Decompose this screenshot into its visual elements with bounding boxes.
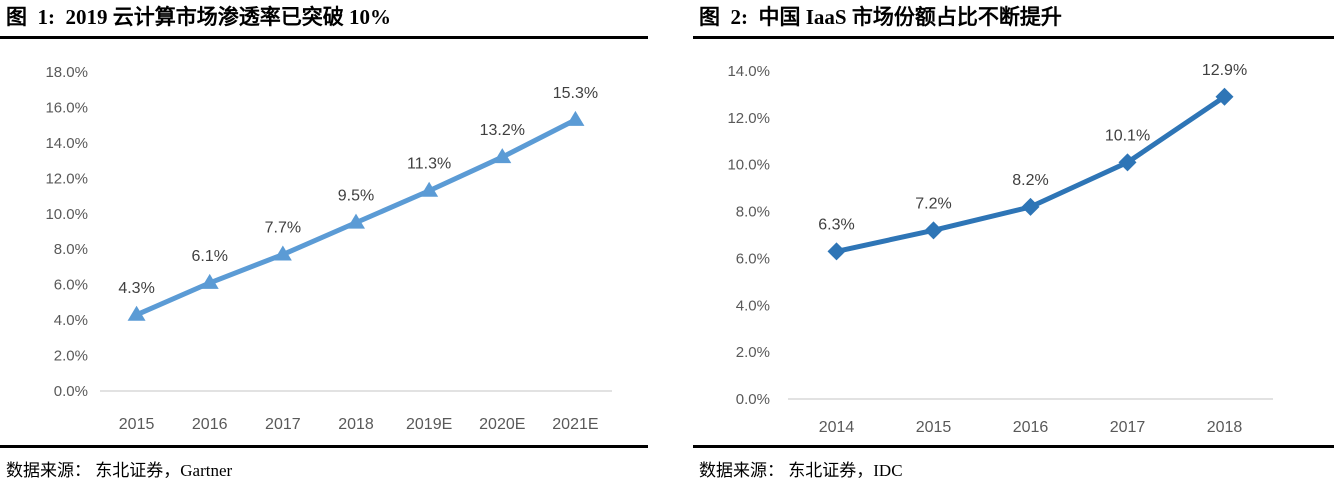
x-axis-tick-label: 2017	[1110, 419, 1146, 436]
y-axis-tick-label: 6.0%	[736, 250, 770, 267]
y-axis-tick-label: 2.0%	[736, 344, 770, 361]
figure-2-source: 数据来源： 东北证券，IDC	[693, 445, 1334, 481]
figure-1-panel: 图 1: 2019 云计算市场渗透率已突破 10% 0.0% 2.0% 4.0% 6.…	[0, 0, 648, 498]
x-axis-tick-label: 2016	[192, 416, 228, 433]
figure-2-panel: 图 2: 中国 IaaS 市场份额占比不断提升 0.0% 2.0% 4.0% 6.0%…	[693, 0, 1334, 498]
figure-2-line-chart: 0.0% 2.0% 4.0% 6.0% 8.0% 10.0% 12.0% 14.0% 2014 2…	[727, 62, 1273, 436]
y-axis-tick-label: 14.0%	[45, 135, 88, 152]
figure-2-title: 图 2: 中国 IaaS 市场份额占比不断提升	[693, 0, 1334, 39]
x-axis-tick-label: 2014	[819, 419, 855, 436]
y-axis-tick-label: 2.0%	[54, 348, 88, 365]
y-axis-tick-label: 0.0%	[54, 383, 88, 400]
data-point-label: 6.1%	[191, 248, 227, 265]
y-axis-tick-label: 6.0%	[54, 277, 88, 294]
y-axis-tick-label: 10.0%	[45, 206, 88, 223]
data-point-label: 11.3%	[407, 156, 451, 173]
x-axis-tick-label: 2019E	[406, 416, 452, 433]
x-axis-tick-label: 2018	[1207, 419, 1243, 436]
triangle-marker	[493, 148, 512, 164]
diamond-marker	[924, 221, 943, 240]
x-axis-tick-label: 2015	[119, 416, 155, 433]
data-point-label: 13.2%	[480, 122, 525, 139]
data-point-label: 9.5%	[338, 188, 374, 205]
x-axis-tick-label: 2021E	[552, 416, 598, 433]
y-axis-tick-label: 14.0%	[727, 63, 770, 80]
y-axis-tick-label: 0.0%	[736, 391, 770, 408]
x-axis-tick-label: 2015	[916, 419, 952, 436]
x-axis-tick-label: 2020E	[479, 416, 525, 433]
data-point-label: 7.2%	[915, 195, 951, 212]
y-axis-tick-label: 4.0%	[54, 312, 88, 329]
x-axis-tick-label: 2016	[1013, 419, 1049, 436]
data-point-label: 6.3%	[818, 216, 854, 233]
x-axis-tick-label: 2018	[338, 416, 374, 433]
diamond-marker	[1215, 87, 1234, 106]
diamond-marker	[1118, 153, 1137, 172]
data-point-label: 15.3%	[553, 85, 598, 102]
y-axis-tick-label: 8.0%	[54, 241, 88, 258]
diamond-marker	[1021, 197, 1040, 216]
y-axis-tick-label: 12.0%	[45, 170, 88, 187]
triangle-marker	[347, 213, 365, 229]
triangle-marker	[127, 305, 146, 321]
diamond-marker	[827, 242, 846, 261]
x-axis-tick-label: 2017	[265, 416, 301, 433]
data-point-label: 12.9%	[1202, 62, 1247, 79]
data-point-label: 4.3%	[118, 280, 154, 297]
y-axis-tick-label: 4.0%	[736, 297, 770, 314]
y-axis-tick-label: 10.0%	[727, 157, 770, 174]
triangle-marker	[273, 245, 292, 261]
y-axis-tick-label: 16.0%	[45, 99, 88, 116]
figure-1-title: 图 1: 2019 云计算市场渗透率已突破 10%	[0, 0, 648, 39]
data-point-label: 7.7%	[265, 220, 301, 237]
figure-1-source: 数据来源： 东北证券，Gartner	[0, 445, 648, 481]
triangle-marker	[566, 110, 585, 126]
data-point-label: 10.1%	[1105, 127, 1150, 144]
y-axis-tick-label: 8.0%	[736, 204, 770, 221]
y-axis-tick-label: 18.0%	[45, 64, 88, 81]
data-point-label: 8.2%	[1012, 172, 1048, 189]
figure-1-line-chart: 0.0% 2.0% 4.0% 6.0% 8.0% 10.0% 12.0% 14.0% 16.0%…	[45, 64, 612, 433]
triangle-marker	[420, 181, 439, 197]
y-axis-tick-label: 12.0%	[727, 110, 770, 127]
triangle-marker	[200, 273, 219, 289]
